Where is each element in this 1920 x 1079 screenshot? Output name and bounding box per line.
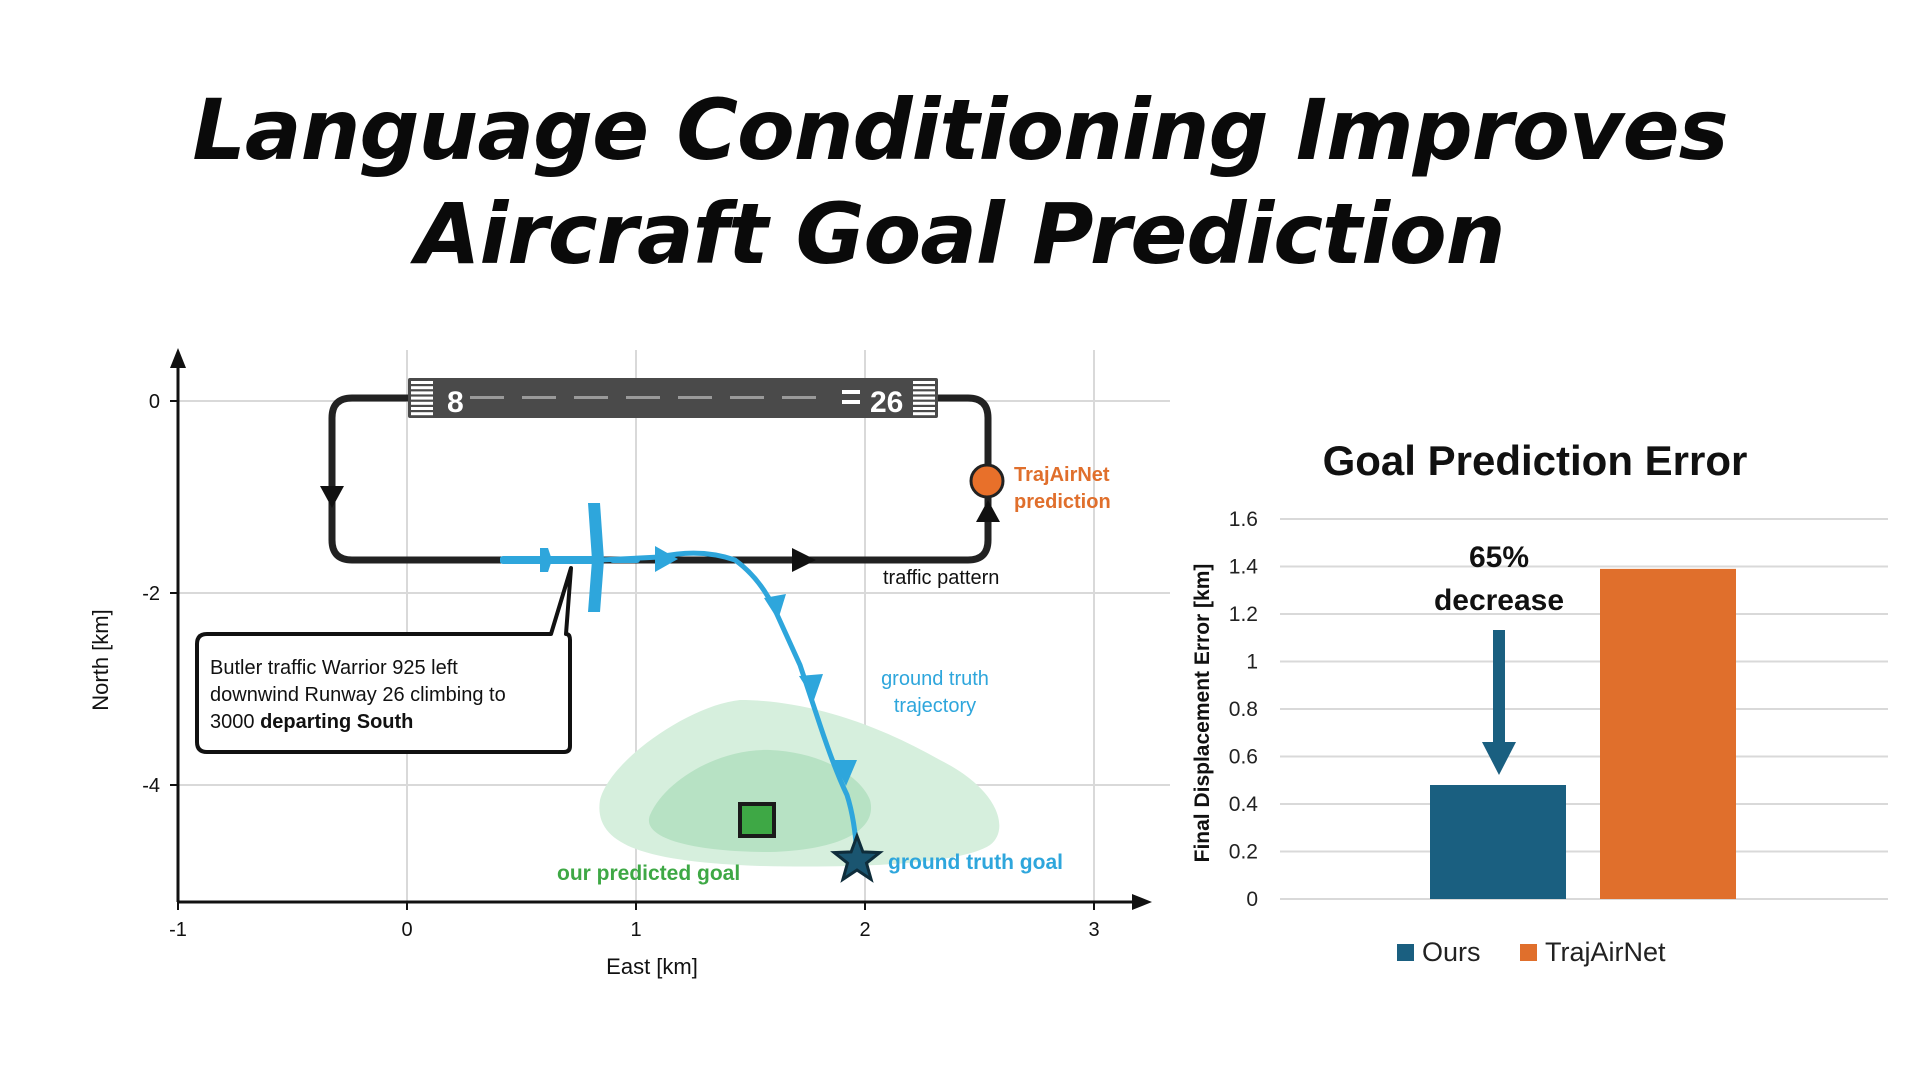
bar-chart-bars bbox=[1430, 568, 1736, 899]
trajectory-y-tick-label: -2 bbox=[142, 583, 160, 605]
trajectory-y-axis-arrow-icon bbox=[170, 348, 186, 368]
bar-chart-y-tick-label: 0.8 bbox=[1229, 698, 1258, 721]
title-line-1: Language Conditioning Improves bbox=[192, 81, 1728, 179]
trajairnet-label-line1: TrajAirNet bbox=[1014, 464, 1110, 486]
bar-chart-grid bbox=[1280, 518, 1888, 900]
trajectory-x-axis-arrow-icon bbox=[1132, 894, 1152, 910]
decrease-annotation-line2: decrease bbox=[1434, 584, 1564, 617]
callout-line-1: Butler traffic Warrior 925 left bbox=[210, 657, 458, 679]
trajectory-arrow-4 bbox=[833, 760, 857, 786]
bar-chart-y-axis-title: Final Displacement Error [km] bbox=[1191, 564, 1214, 863]
bar-chart-y-tick-label: 1.4 bbox=[1229, 556, 1259, 579]
runway-threshold-bar bbox=[411, 386, 433, 390]
runway-threshold-bar bbox=[913, 407, 935, 410]
runway-threshold-bar bbox=[411, 407, 433, 410]
runway-centerline-dash bbox=[678, 396, 712, 399]
runway-threshold-bar bbox=[411, 396, 433, 400]
runway-threshold-right bbox=[913, 381, 935, 416]
bar-chart-y-tick-label: 1.6 bbox=[1229, 508, 1258, 531]
bar-chart-y-ticks: 0 0.2 0.4 0.6 0.8 1 1.2 1.4 1.6 bbox=[1229, 508, 1259, 911]
decrease-annotation-line1: 65% bbox=[1469, 541, 1529, 574]
aircraft-icon bbox=[500, 503, 640, 612]
bar-chart-title: Goal Prediction Error bbox=[1323, 437, 1748, 484]
bar-ours bbox=[1430, 785, 1566, 899]
ground-truth-goal-label: ground truth goal bbox=[888, 851, 1063, 874]
legend-swatch-ours bbox=[1397, 944, 1414, 961]
runway-threshold-bar bbox=[913, 412, 935, 416]
runway: 8 26 bbox=[408, 378, 938, 419]
bar-chart-y-tick-label: 1 bbox=[1246, 651, 1258, 674]
trajectory-arrow-2 bbox=[764, 594, 786, 620]
legend-swatch-trajairnet bbox=[1520, 944, 1537, 961]
legend-label-ours: Ours bbox=[1422, 937, 1481, 967]
runway-threshold-bar bbox=[913, 391, 935, 395]
trajectory-y-axis-title: North [km] bbox=[88, 609, 113, 710]
slide-title: Language Conditioning Improves Aircraft … bbox=[0, 78, 1920, 286]
trajectory-x-tick-label: 2 bbox=[859, 919, 870, 941]
trajectory-x-tick-label: 1 bbox=[630, 919, 641, 941]
bar-chart-y-tick-label: 0.6 bbox=[1229, 746, 1258, 769]
callout-line-2: downwind Runway 26 climbing to bbox=[210, 684, 506, 706]
trajectory-axes: -1 0 1 2 3 0 -2 -4 bbox=[142, 348, 1152, 941]
trajectory-arrow-1 bbox=[655, 546, 678, 572]
runway-threshold-bar bbox=[913, 381, 935, 384]
bar-chart-y-tick-label: 0 bbox=[1246, 888, 1258, 911]
runway-label-26: 26 bbox=[870, 386, 903, 419]
pattern-arrow-up bbox=[976, 500, 1000, 522]
trajairnet-label-line2: prediction bbox=[1014, 491, 1111, 513]
radio-callout: Butler traffic Warrior 925 left downwind… bbox=[195, 566, 573, 754]
our-predicted-goal-label: our predicted goal bbox=[557, 862, 740, 885]
runway-label-8: 8 bbox=[447, 386, 464, 419]
runway-threshold-bar bbox=[411, 401, 433, 405]
traffic-pattern-label: traffic pattern bbox=[883, 567, 999, 589]
bar-chart-y-tick-label: 1.2 bbox=[1229, 603, 1258, 626]
runway-threshold-bar bbox=[913, 401, 935, 405]
ground-truth-goal-star-icon bbox=[830, 831, 884, 883]
legend-label-trajairnet: TrajAirNet bbox=[1545, 937, 1666, 967]
our-predicted-goal-marker bbox=[738, 802, 776, 838]
trajectory-x-tick-label: 0 bbox=[401, 919, 412, 941]
runway-threshold-bar bbox=[411, 381, 433, 384]
ground-truth-trajectory-label-line1: ground truth bbox=[881, 668, 989, 690]
callout-line-3: 3000 departing South bbox=[210, 711, 413, 733]
trajectory-x-tick-label: 3 bbox=[1088, 919, 1099, 941]
runway-centerline-dash bbox=[522, 396, 556, 399]
trajectory-x-axis-title: East [km] bbox=[606, 954, 698, 979]
bar-chart-legend: Ours TrajAirNet bbox=[1397, 937, 1666, 967]
runway-26-marks bbox=[842, 390, 860, 404]
trajairnet-prediction-marker bbox=[969, 463, 1005, 499]
runway-centerline-dash bbox=[626, 396, 660, 399]
pattern-arrow-down bbox=[320, 486, 344, 508]
runway-centerline-dash bbox=[470, 396, 504, 399]
trajectory-y-tick-label: -4 bbox=[142, 775, 160, 797]
ground-truth-trajectory-label-line2: trajectory bbox=[894, 695, 976, 717]
predicted-goal-uncertainty-inner bbox=[648, 749, 872, 852]
trajectory-arrow-3 bbox=[799, 674, 823, 700]
runway-centerline bbox=[470, 396, 816, 399]
runway-threshold-bar bbox=[913, 396, 935, 400]
runway-centerline-dash bbox=[574, 396, 608, 399]
bar-trajairnet bbox=[1600, 568, 1736, 899]
runway-centerline-dash bbox=[730, 396, 764, 399]
bar-chart-y-tick-label: 0.2 bbox=[1229, 841, 1258, 864]
runway-threshold-bar bbox=[411, 412, 433, 416]
runway-threshold-bar bbox=[913, 386, 935, 390]
decrease-arrow-icon bbox=[1482, 630, 1516, 775]
title-line-2: Aircraft Goal Prediction bbox=[415, 185, 1506, 283]
pattern-arrow-right bbox=[792, 548, 816, 572]
trajectory-y-tick-label: 0 bbox=[149, 391, 160, 413]
runway-threshold-bar bbox=[411, 391, 433, 395]
runway-threshold-left bbox=[411, 381, 433, 416]
trajectory-x-tick-label: -1 bbox=[169, 919, 187, 941]
runway-centerline-dash bbox=[782, 396, 816, 399]
traffic-pattern-path bbox=[328, 394, 992, 564]
bar-chart-y-tick-label: 0.4 bbox=[1229, 793, 1259, 816]
